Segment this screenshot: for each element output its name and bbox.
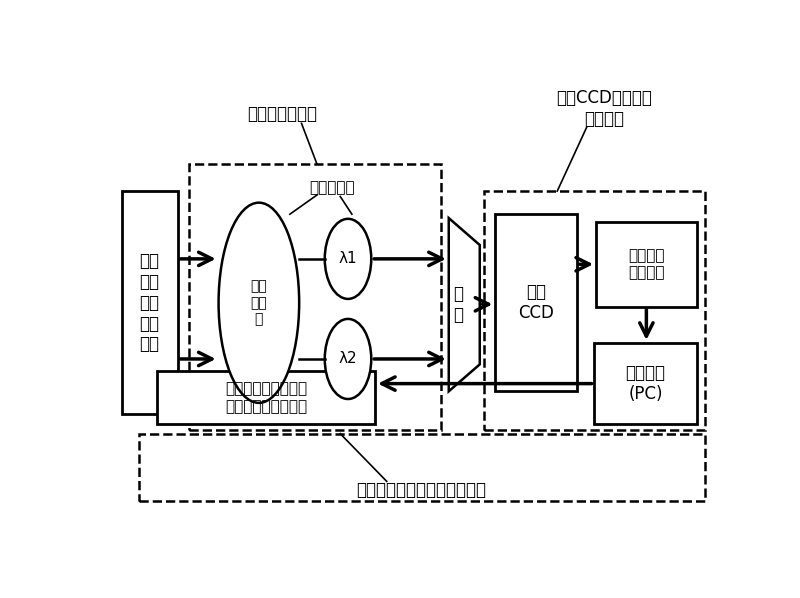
Text: 光学预处理装置: 光学预处理装置 [247, 105, 317, 123]
Text: 数据处理
(PC): 数据处理 (PC) [626, 364, 666, 403]
Bar [495, 214, 577, 391]
Bar [596, 222, 697, 307]
Text: 窄带滤光片: 窄带滤光片 [310, 180, 355, 195]
Ellipse shape [325, 219, 371, 299]
Text: 显示长间隙空气电弧
等离子体三维温度场: 显示长间隙空气电弧 等离子体三维温度场 [225, 382, 307, 414]
Text: 中性
滤光
片: 中性 滤光 片 [250, 279, 267, 326]
Bar [594, 343, 697, 425]
Text: 彩色CCD高速图像
采集系统: 彩色CCD高速图像 采集系统 [556, 89, 652, 128]
Bar [138, 434, 705, 501]
Bar [157, 371, 375, 425]
Bar [484, 191, 705, 430]
Text: 彩色
CCD: 彩色 CCD [518, 283, 554, 322]
Bar [122, 191, 178, 414]
Text: 镜
头: 镜 头 [453, 285, 463, 324]
Text: 长间
隙空
气电
弧发
生器: 长间 隙空 气电 弧发 生器 [139, 252, 160, 353]
Text: 图像采集
数据缓存: 图像采集 数据缓存 [628, 248, 665, 280]
Text: λ2: λ2 [338, 352, 358, 367]
Ellipse shape [325, 319, 371, 399]
Bar [189, 164, 441, 430]
Text: 长间隙空气电弧温度计算软件: 长间隙空气电弧温度计算软件 [357, 481, 486, 499]
Polygon shape [449, 218, 480, 391]
Ellipse shape [218, 203, 299, 403]
Text: λ1: λ1 [338, 251, 358, 266]
